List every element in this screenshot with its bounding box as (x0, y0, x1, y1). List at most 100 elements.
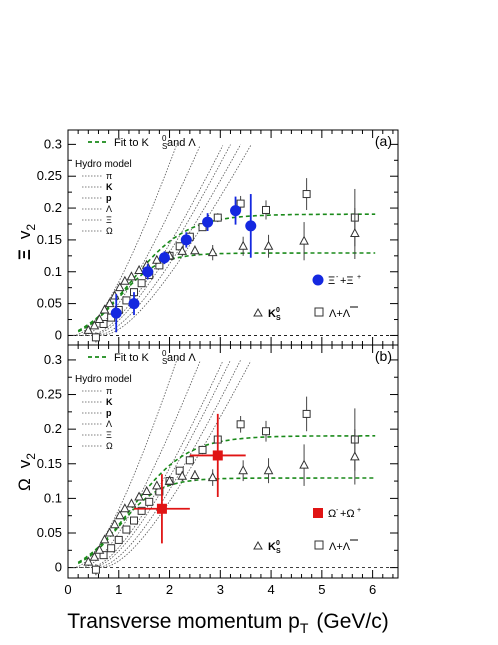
kshort-point (114, 510, 125, 520)
hydro-title: Hydro model (75, 374, 132, 385)
kshort-point (104, 298, 115, 308)
kshort-point (152, 254, 162, 264)
y-tick-label: 0.15 (37, 232, 62, 247)
legend-k-marker (253, 307, 263, 317)
kshort-point (190, 469, 200, 480)
legend-main-marker (313, 508, 323, 518)
hydro-curve (73, 359, 241, 568)
x-tick-label: 6 (369, 582, 376, 597)
x-tick-label: 2 (166, 582, 173, 597)
fit-curve (77, 434, 376, 564)
legend-fit-sub: S (162, 142, 167, 151)
legend-main-rest: +Ξ (340, 275, 354, 287)
legend-lambda-label: Λ+Λ (329, 308, 351, 320)
main-point (158, 252, 170, 264)
x-tick-label: 3 (217, 582, 224, 597)
y-tick-label: 0.05 (37, 296, 62, 311)
hydro-legend-label: Ξ (106, 430, 112, 440)
legend-fit-label: Fit to K (114, 137, 150, 149)
hydro-legend-label: Ω (106, 441, 113, 451)
legend-fit-rest: and Λ (167, 137, 196, 149)
y-tick-label: 0 (55, 327, 62, 342)
x-axis-label: Transverse momentum pT (GeV/c) (67, 610, 389, 636)
kshort-point (114, 282, 125, 292)
panel-b: 0 0.05 0.1 0.15 0.2 0.25 0.3 0 1 2 3 4 5 6 (b) Fit to K… (37, 345, 398, 597)
y-tick-label: 0.3 (44, 352, 62, 367)
kshort-point (120, 275, 130, 285)
kshort-point (109, 519, 120, 529)
y-tick-label: 0.1 (44, 264, 62, 279)
y-tick-label: 0.1 (44, 490, 62, 505)
panel-b-frame (67, 344, 399, 579)
main-point (156, 503, 167, 514)
hydro-legend-label: π (106, 171, 112, 181)
hydro-legend-label: p (106, 408, 112, 418)
kshort-point (89, 320, 100, 330)
hydro-curve (73, 145, 224, 336)
main-point (128, 298, 140, 310)
main-point (110, 307, 122, 319)
main-point (142, 266, 154, 278)
y-tick-label: 0.05 (37, 525, 62, 540)
kshort-point (350, 451, 360, 461)
legend-k-sup: 0 (276, 540, 280, 547)
kshort-point (177, 245, 188, 255)
lambda-point (122, 525, 131, 534)
main-point (212, 450, 223, 461)
lambda-point (302, 409, 311, 418)
legend-k-label: K (268, 308, 276, 320)
hydro-curve (73, 143, 178, 336)
kshort-point (177, 470, 188, 480)
panel-label: (a) (375, 133, 392, 149)
hydro-curve (73, 144, 231, 336)
legend-main-sup2: + (357, 507, 361, 514)
lambda-point (198, 445, 207, 454)
legend-k-marker (253, 540, 263, 550)
lambda-point (91, 333, 100, 342)
kshort-point (104, 527, 115, 537)
kshort-point (99, 534, 110, 544)
y-tick-label: 0 (55, 560, 62, 575)
lambda-point (302, 190, 311, 199)
kshort-point (126, 271, 137, 281)
lambda-point (175, 242, 184, 251)
fit-curve (77, 213, 376, 332)
main-point (202, 216, 214, 228)
hydro-legend-label: Ξ (106, 215, 112, 225)
y-tick-label: 0.15 (37, 456, 62, 471)
legend-main-label: Ω (328, 508, 336, 520)
legend-lambda-marker (314, 540, 324, 550)
lambda-point (137, 506, 146, 515)
legend-fit-rest: and Λ (167, 352, 196, 364)
legend-k-sub: S (276, 315, 281, 322)
legend-main-sup2: + (357, 274, 361, 281)
svg-text:Ξv2: Ξv2 (15, 224, 38, 260)
kshort-point (263, 465, 274, 475)
kshort-point (207, 472, 218, 482)
legend-k-sub: S (276, 548, 281, 555)
lambda-point (262, 427, 270, 436)
kshort-point (190, 245, 200, 255)
lambda-point (236, 420, 245, 429)
lambda-point (130, 516, 138, 525)
legend-fit-sup: 0 (162, 134, 167, 143)
panel-a: 00.050.10.150.20.250.3 (a)Fit to K 0S and … (37, 130, 398, 345)
y-tick-label: 0.2 (44, 421, 62, 436)
lambda-point (236, 199, 245, 208)
kshort-point (94, 544, 105, 554)
lambda-point (145, 497, 154, 506)
y-tick-label: 0.25 (37, 387, 62, 402)
hydro-curve (73, 360, 224, 568)
fit-curve (77, 252, 376, 333)
legend-main-sup: - (336, 274, 339, 281)
hydro-curve (73, 361, 201, 568)
lambda-point (114, 535, 123, 544)
lambda-point (99, 319, 108, 328)
kshort-point (120, 503, 130, 513)
legend-lambda-marker (314, 307, 324, 317)
hydro-legend-label: π (106, 386, 112, 396)
x-tick-label: 5 (318, 582, 325, 597)
kshort-point (238, 240, 248, 250)
kshort-point (89, 551, 100, 561)
